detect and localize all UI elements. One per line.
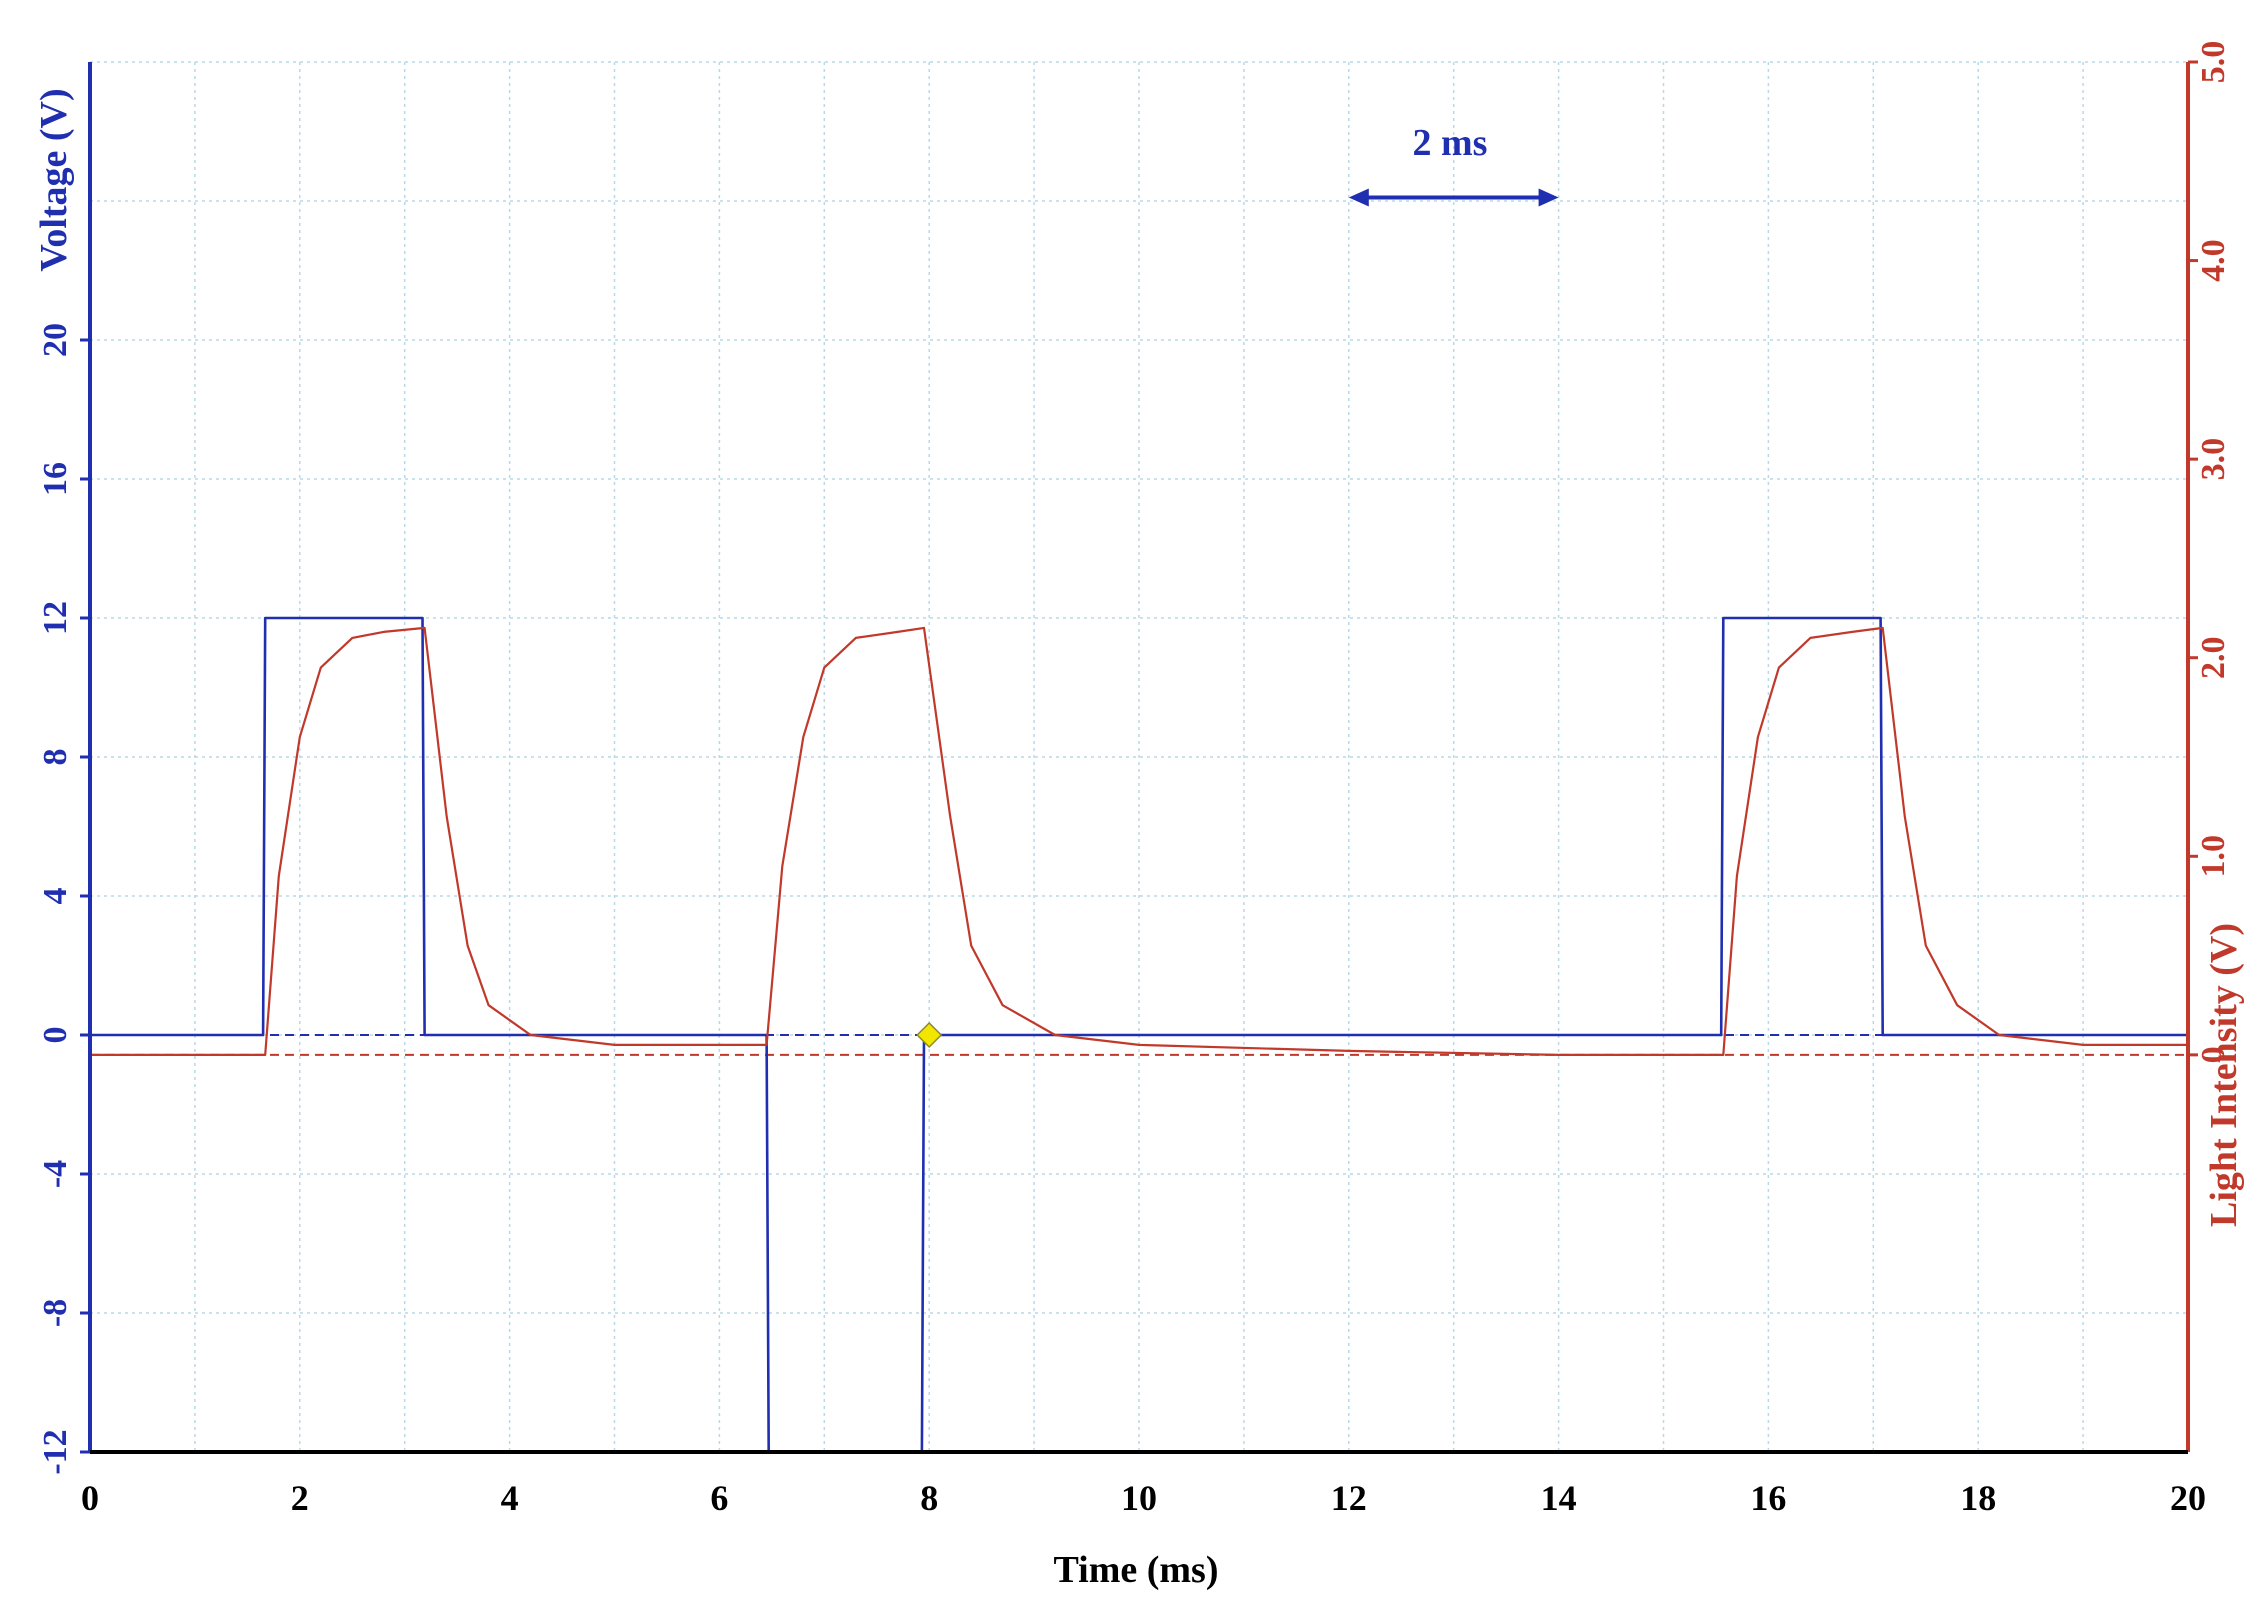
x-tick-label: 18 xyxy=(1960,1478,1996,1518)
x-tick-label: 10 xyxy=(1121,1478,1157,1518)
x-tick-label: 4 xyxy=(501,1478,519,1518)
tick-labels: 0 2 4 6 8 10 12 14 16 18 20 -12 -8 -4 0 4 8 12 16 20 0 1.0 2.0… xyxy=(37,41,2232,1518)
y-right-tick-label: 4.0 xyxy=(2195,239,2232,282)
annotation-arrow-head-left xyxy=(1348,188,1369,207)
x-tick-label: 2 xyxy=(291,1478,309,1518)
y-left-tick-label: 0 xyxy=(37,1027,74,1044)
x-tick-label: 0 xyxy=(81,1478,99,1518)
y-left-tick-label: -4 xyxy=(37,1160,74,1188)
y-left-tick-label: 4 xyxy=(37,888,74,905)
y-axis-label-right: Light Intensity (V) xyxy=(2203,923,2245,1227)
y-axis-label-left: Voltage (V) xyxy=(33,88,75,271)
x-tick-label: 20 xyxy=(2170,1478,2206,1518)
y-left-tick-label: 20 xyxy=(37,323,74,357)
y-right-tick-label: 0 xyxy=(2195,1046,2232,1063)
y-right-tick-label: 2.0 xyxy=(2195,636,2232,679)
x-axis-label: Time (ms) xyxy=(1054,1549,1219,1591)
light-series-line xyxy=(90,626,2188,1057)
x-tick-label: 16 xyxy=(1750,1478,1786,1518)
x-tick-label: 8 xyxy=(920,1478,938,1518)
y-left-tick-label: -8 xyxy=(37,1299,74,1327)
y-right-tick-label: 5.0 xyxy=(2195,41,2232,84)
x-tick-label: 12 xyxy=(1331,1478,1367,1518)
y-right-tick-label: 3.0 xyxy=(2195,438,2232,481)
annotation-layer xyxy=(916,188,1559,1049)
y-left-tick-label: 8 xyxy=(37,749,74,766)
x-tick-label: 6 xyxy=(710,1478,728,1518)
annotation-label: 2 ms xyxy=(1413,122,1488,164)
y-left-tick-label: 12 xyxy=(37,601,74,635)
y-right-tick-label: 1.0 xyxy=(2195,835,2232,878)
x-tick-label: 14 xyxy=(1541,1478,1577,1518)
y-left-tick-label: 16 xyxy=(37,462,74,496)
y-left-tick-label: -12 xyxy=(37,1429,74,1474)
grid xyxy=(90,61,2188,1452)
trigger-marker xyxy=(916,1021,943,1049)
annotation-arrow-head-right xyxy=(1538,188,1559,207)
